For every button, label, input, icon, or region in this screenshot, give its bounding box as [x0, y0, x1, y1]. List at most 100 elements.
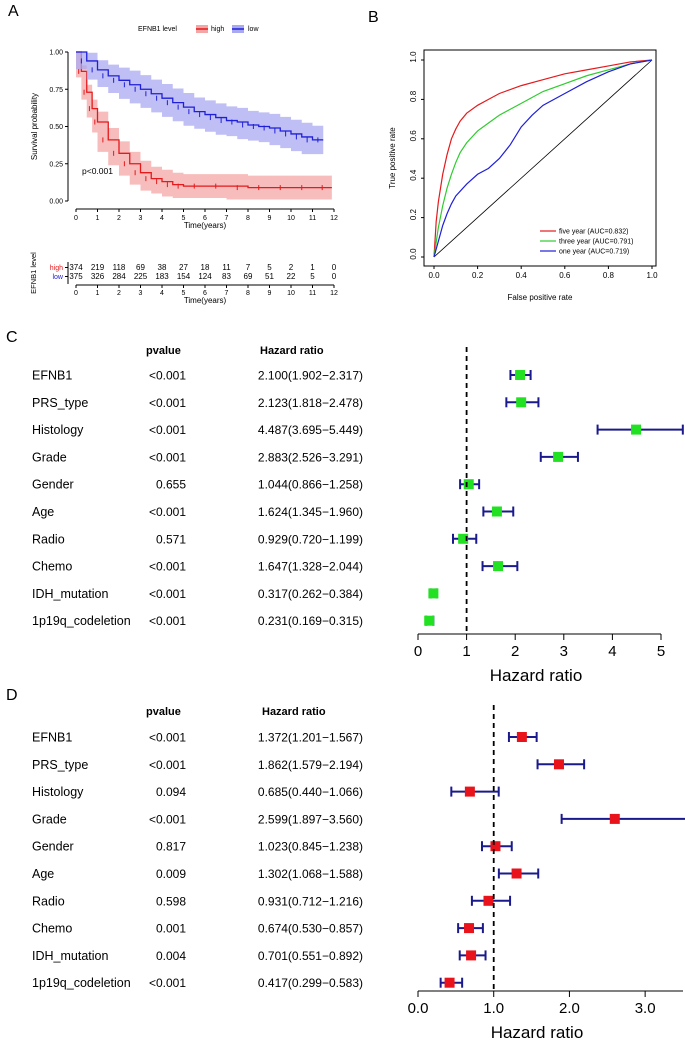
hazard-point: [511, 868, 522, 879]
x-tick-label: 7: [225, 215, 229, 222]
hazard-point: [463, 479, 474, 490]
risk-x-tick-label: 4: [160, 290, 164, 297]
x-tick-label: 5: [182, 215, 186, 222]
legend-label: one year (AUC=0.719): [559, 249, 629, 256]
row-hazard-ratio: 2.123(1.818−2.478): [258, 396, 363, 410]
risk-count: 2: [289, 263, 294, 272]
y-axis-label: True positive rate: [388, 127, 397, 189]
x-tick-label: 8: [246, 215, 250, 222]
x-tick-label: 2: [511, 643, 519, 660]
row-pvalue: <0.001: [149, 423, 186, 437]
x-tick-label: 0: [414, 643, 422, 660]
risk-row-name-high: high: [50, 265, 63, 272]
panel-letter-a: A: [8, 3, 19, 20]
hazard-point: [483, 895, 494, 906]
y-tick-label: 0.75: [49, 87, 63, 94]
risk-x-tick-label: 3: [139, 290, 143, 297]
row-hazard-ratio: 0.931(0.712−1.216): [258, 894, 363, 908]
hazard-point: [490, 841, 501, 852]
risk-count: 118: [113, 263, 126, 272]
hazard-point: [516, 732, 527, 742]
row-hazard-ratio: 1.862(1.579−2.194): [258, 758, 363, 772]
row-label: IDH_mutation: [32, 949, 108, 963]
legend-label: three year (AUC=0.791): [559, 239, 634, 246]
x-tick-label: 9: [268, 215, 272, 222]
risk-x-tick-label: 9: [268, 290, 272, 297]
y-axis-label: Survival probability: [30, 93, 39, 160]
roc-line-1: [433, 59, 653, 258]
hazard-point: [631, 424, 642, 435]
ci-band-high: [76, 52, 332, 200]
row-hazard-ratio: 1.302(1.068−1.588): [258, 867, 363, 881]
risk-count: 375: [69, 272, 83, 281]
y-tick-label: 0.6: [409, 130, 418, 142]
row-pvalue: <0.001: [149, 731, 186, 745]
row-label: PRS_type: [32, 396, 88, 410]
row-label: 1p19q_codeletion: [32, 614, 131, 628]
row-label: Age: [32, 505, 54, 519]
x-tick-label: 3: [139, 215, 143, 222]
x-axis-label: False positive rate: [508, 293, 573, 302]
risk-count: 38: [158, 263, 167, 272]
row-label: EFNB1: [32, 369, 72, 383]
x-tick-label: 0.2: [472, 271, 484, 280]
hazard-point: [493, 561, 504, 572]
x-tick-label: 0.6: [559, 271, 571, 280]
row-label: Grade: [32, 812, 67, 826]
risk-x-tick-label: 1: [96, 290, 100, 297]
row-hazard-ratio: 2.599(1.897−3.560): [258, 812, 363, 826]
y-tick-label: 0.2: [409, 208, 418, 220]
y-tick-label: 0.0: [409, 248, 418, 260]
row-hazard-ratio: 0.231(0.169−0.315): [258, 614, 363, 628]
roc-curve-chart: 0.0 0.2 0.4 0.6 0.8 1.0 0.0 0.2 0.4 0.6 0.8 1.0 Fals…: [388, 49, 658, 302]
row-hazard-ratio: 2.883(2.526−3.291): [258, 450, 363, 464]
row-pvalue: <0.001: [149, 450, 186, 464]
row-pvalue: 0.598: [156, 894, 186, 908]
risk-count: 18: [201, 263, 210, 272]
x-tick-label: 1: [462, 643, 470, 660]
plot-frame: [423, 49, 657, 267]
univariate-forest-plot: pvalue Hazard ratio EFNB1 <0.001 2.100(1.902…: [32, 345, 684, 685]
legend-title: EFNB1 level: [138, 26, 177, 33]
row-pvalue: 0.009: [156, 867, 186, 881]
row-hazard-ratio: 0.417(0.299−0.583): [258, 976, 363, 990]
hazard-point: [464, 786, 475, 797]
hazard-point: [516, 397, 527, 408]
row-hazard-ratio: 2.100(1.902−2.317): [258, 369, 363, 383]
row-hazard-ratio: 1.647(1.328−2.044): [258, 560, 363, 574]
row-pvalue: <0.001: [149, 758, 186, 772]
risk-x-tick-label: 5: [182, 290, 186, 297]
risk-count: 1: [310, 263, 315, 272]
row-hazard-ratio: 1.624(1.345−1.960): [258, 505, 363, 519]
risk-x-tick-label: 11: [309, 290, 316, 297]
row-hazard-ratio: 0.929(0.720−1.199): [258, 532, 363, 546]
risk-count: 69: [244, 272, 253, 281]
row-label: 1p19q_codeletion: [32, 976, 131, 990]
legend-label: five year (AUC=0.832): [559, 229, 628, 236]
x-axis-label: Hazard ratio: [490, 666, 583, 685]
risk-x-tick-label: 7: [225, 290, 229, 297]
row-hazard-ratio: 4.487(3.695−5.449): [258, 423, 363, 437]
legend-label-high: high: [211, 26, 224, 33]
x-tick-label: 0.0: [408, 1000, 429, 1017]
x-axis-label: Hazard ratio: [491, 1023, 584, 1042]
x-tick-label: 1.0: [483, 1000, 504, 1017]
risk-count: 7: [246, 263, 251, 272]
column-header-pvalue: pvalue: [146, 706, 181, 718]
risk-count: 51: [265, 272, 274, 281]
hazard-point: [428, 588, 439, 599]
x-tick-label: 11: [309, 215, 316, 222]
x-tick-label: 5: [657, 643, 665, 660]
risk-count: 11: [222, 263, 231, 272]
x-tick-label: 1.0: [646, 271, 658, 280]
row-pvalue: <0.001: [149, 976, 186, 990]
risk-x-tick-label: 12: [330, 290, 338, 297]
risk-count: 0: [332, 272, 337, 281]
row-hazard-ratio: 0.317(0.262−0.384): [258, 587, 363, 601]
risk-row-name-low: low: [52, 274, 63, 281]
hazard-point: [553, 451, 564, 462]
row-hazard-ratio: 0.701(0.551−0.892): [258, 949, 363, 963]
row-pvalue: <0.001: [149, 812, 186, 826]
x-tick-label: 2: [117, 215, 121, 222]
row-label: EFNB1: [32, 731, 72, 745]
